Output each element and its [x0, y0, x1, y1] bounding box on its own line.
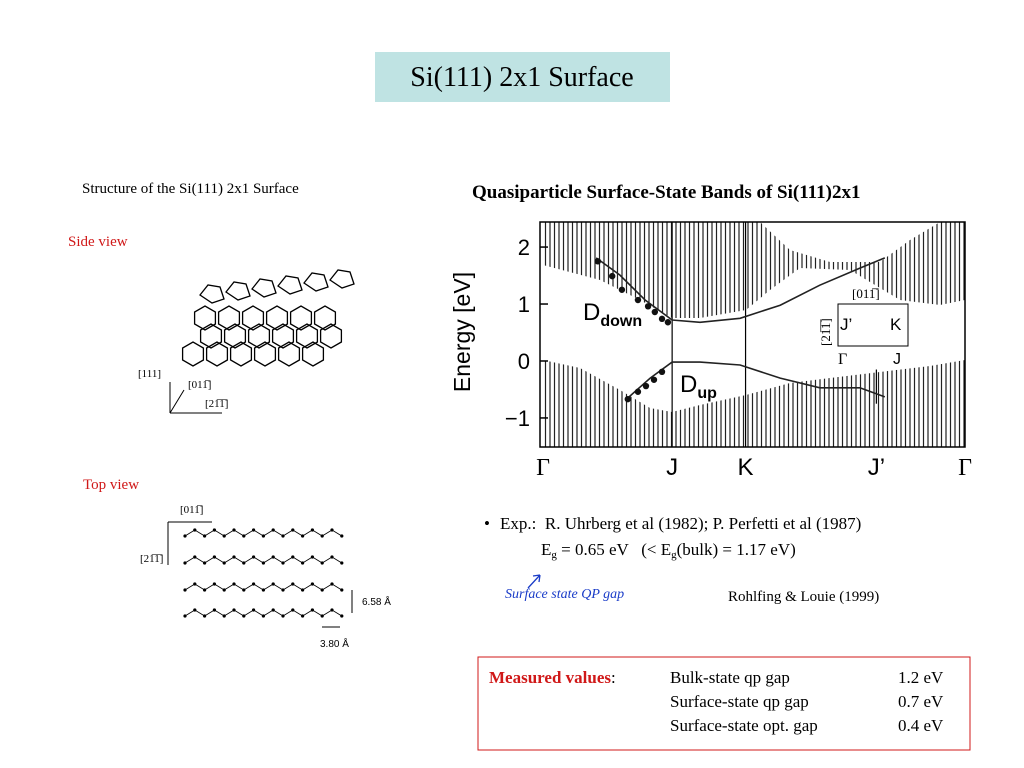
hexagon [265, 305, 289, 331]
hexagon [253, 341, 277, 367]
surface-chain [251, 278, 277, 298]
data-point [658, 368, 666, 376]
hexagon [241, 305, 265, 331]
hexagon [313, 305, 337, 331]
hexagon [247, 323, 271, 349]
measured-value: 1.2 eV [898, 668, 944, 687]
hexagon [205, 341, 229, 367]
hexagon [229, 341, 253, 367]
y-tick-label: 2 [518, 235, 530, 260]
measured-heading: Measured values: [489, 668, 616, 687]
measured-name: Surface-state qp gap [670, 692, 809, 711]
hexagon [223, 323, 247, 349]
top-view-label: Top view [83, 477, 139, 493]
inset-label: [21̅1̅] [818, 318, 833, 346]
data-point [658, 315, 666, 323]
citation: Rohlfing & Louie (1999) [728, 589, 879, 605]
measured-name: Bulk-state qp gap [670, 668, 790, 687]
inset-label: K [890, 315, 902, 334]
chain [184, 556, 343, 564]
slide-title: Si(111) 2x1 Surface [410, 62, 633, 93]
surface-chain [303, 272, 329, 292]
surface-chain [277, 275, 303, 295]
hexagon [295, 323, 319, 349]
exp-note: Exp.: R. Uhrberg et al (1982); P. Perfet… [500, 514, 861, 533]
data-point [664, 319, 672, 326]
hexagon [199, 323, 223, 349]
axis-label: [011̅] [188, 379, 211, 391]
inset-box [837, 303, 909, 347]
hexagon [301, 341, 325, 367]
data-point [642, 382, 650, 390]
x-tick-label: Γ [536, 455, 550, 481]
chain [184, 529, 343, 537]
band-plot: 210−1Γ J K J’ Γ [505, 222, 972, 481]
x-tick-label: J’ [868, 454, 885, 481]
inset-label: [011̅] [852, 286, 880, 301]
title-box [375, 52, 670, 102]
y-tick-label: 0 [518, 349, 530, 374]
data-point [650, 376, 658, 383]
data-point [594, 258, 602, 265]
measured-value: 0.7 eV [898, 692, 944, 711]
side-axes [169, 382, 222, 414]
hexagon [319, 323, 343, 349]
data-point [634, 388, 642, 395]
side-view-label: Side view [68, 234, 128, 250]
hand-arrow [527, 574, 541, 589]
curve-label: Dup [680, 371, 717, 402]
bullet: • [484, 514, 490, 533]
hexagon [181, 341, 205, 367]
band-curve [627, 361, 886, 399]
axis-label: [21̅1̅] [205, 398, 228, 410]
measured-rows: Bulk-state qp gap 1.2 eV Surface-state qp … [670, 668, 944, 735]
y-tick-label: −1 [505, 406, 530, 431]
data-point [634, 296, 642, 304]
measured-value: 0.4 eV [898, 716, 944, 735]
chain [184, 609, 343, 617]
x-tick-label: Γ [958, 455, 972, 481]
structure-title: Structure of the Si(111) 2x1 Surface [82, 181, 299, 197]
gap-note: Eg = 0.65 eV (< Eg(bulk) = 1.17 eV) [541, 540, 796, 561]
curve-label: Ddown [583, 299, 642, 330]
data-point [624, 395, 632, 403]
axis-label: [21̅1̅] [140, 553, 163, 565]
data-point [651, 308, 659, 316]
surface-chain [329, 269, 355, 289]
inset-label: Γ [838, 351, 847, 368]
spacing-label: 6.58 Å [362, 595, 391, 608]
measured-box [477, 656, 971, 751]
surface-chain [225, 281, 251, 301]
inset-label: J [893, 351, 901, 368]
data-point [644, 303, 652, 310]
hexagon [277, 341, 301, 367]
hexagon [217, 305, 241, 331]
hexagon [289, 305, 313, 331]
y-axis-label: Energy [eV] [449, 272, 475, 392]
plot-title: Quasiparticle Surface-State Bands of Si(… [472, 182, 860, 203]
handwritten-note: Surface state QP gap [505, 587, 624, 602]
plot-frame [539, 221, 966, 448]
measured-name: Surface-state opt. gap [670, 716, 818, 735]
axis-label: [011̅] [180, 504, 203, 516]
x-tick-label: J [666, 454, 678, 481]
top-axes [167, 521, 353, 628]
y-tick-label: 1 [518, 292, 530, 317]
chain [184, 583, 343, 591]
spacing-label: 3.80 Å [320, 637, 349, 650]
inset-label: J’ [840, 315, 852, 334]
top-view-chains [183, 528, 344, 618]
data-point [609, 272, 616, 280]
band-curve [595, 257, 886, 324]
x-tick-label: K [738, 454, 754, 481]
lattice-drawing [181, 269, 355, 367]
axis-label: [111] [138, 368, 161, 380]
hexagon [271, 323, 295, 349]
surface-chain [199, 284, 225, 304]
bulk-bands [543, 222, 965, 447]
hexagon [193, 305, 217, 331]
data-point [618, 286, 626, 293]
